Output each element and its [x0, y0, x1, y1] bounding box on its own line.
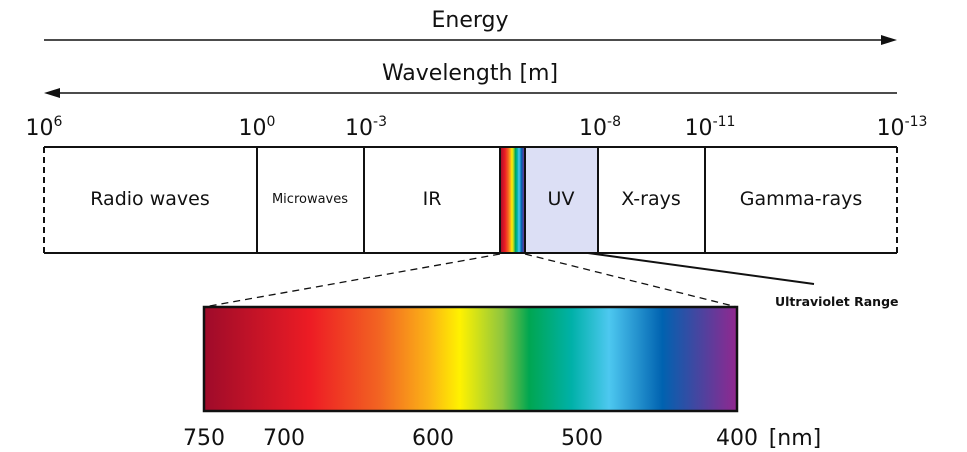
visible-tick: 700: [263, 426, 305, 451]
uv-callout-line: [587, 252, 815, 285]
visible-tick: 500: [561, 426, 603, 451]
energy-label: Energy: [431, 8, 508, 33]
uv-callout-label: Ultraviolet Range: [775, 294, 899, 309]
zoom-line-right: [524, 253, 738, 308]
band-radio-waves: Radio waves: [90, 188, 209, 210]
visible-ticks: 750 700 600 500 400 [nm]: [183, 426, 821, 451]
energy-arrow: [44, 35, 897, 45]
visible-unit: [nm]: [769, 426, 822, 451]
zoom-line-left: [203, 253, 501, 308]
visible-tick: 600: [412, 426, 454, 451]
scale-tick: 10-8: [579, 114, 621, 141]
scale-tick: 106: [26, 114, 63, 141]
band-uv: UV: [548, 188, 575, 210]
visible-spectrum-bar: [202, 305, 739, 413]
band-microwaves: Microwaves: [272, 192, 348, 207]
scale-tick: 10-13: [877, 114, 928, 141]
scale-tick: 10-3: [345, 114, 387, 141]
uv-band-fill: [525, 147, 598, 253]
visible-tick: 400: [716, 426, 758, 451]
scale-ticks: 106 100 10-3 10-8 10-11 10-13: [26, 114, 928, 141]
band-x-rays: X-rays: [621, 188, 681, 210]
band-ir: IR: [423, 188, 442, 210]
wavelength-arrow: [44, 88, 897, 98]
scale-tick: 100: [239, 114, 276, 141]
scale-tick: 10-11: [685, 114, 736, 141]
band-box: [43, 146, 898, 254]
band-gamma-rays: Gamma-rays: [740, 188, 862, 210]
visible-tick: 750: [183, 426, 225, 451]
wavelength-label: Wavelength [m]: [382, 61, 558, 86]
visible-band-mini: [500, 147, 525, 253]
